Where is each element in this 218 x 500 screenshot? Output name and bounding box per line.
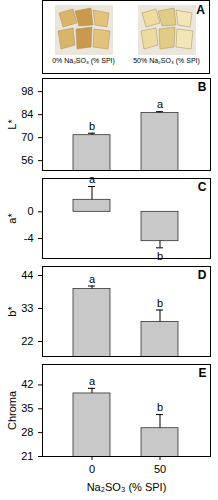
svg-text:b: b (157, 297, 163, 309)
svg-text:a: a (89, 174, 96, 185)
svg-text:42: 42 (21, 378, 33, 390)
svg-text:56: 56 (21, 154, 33, 166)
svg-text:D: D (198, 268, 207, 282)
svg-text:Na₂SO₃ (% SPI): Na₂SO₃ (% SPI) (87, 481, 167, 493)
svg-text:0: 0 (89, 463, 95, 475)
svg-text:70: 70 (21, 131, 33, 143)
svg-text:a*: a* (6, 213, 18, 224)
svg-text:C: C (198, 180, 207, 194)
svg-text:L*: L* (6, 119, 18, 130)
svg-text:33: 33 (21, 302, 33, 314)
svg-text:b: b (157, 401, 163, 413)
svg-text:35: 35 (21, 402, 33, 414)
svg-text:98: 98 (21, 85, 33, 97)
html-text:0% Na₂SO₃ (% SPI): 0% Na₂SO₃ (% SPI) (52, 57, 115, 64)
svg-text:-4: -4 (24, 232, 34, 244)
svg-text:b*: b* (6, 306, 18, 317)
html-text:50% Na₂SO₃ (% SPI): 50% Na₂SO₃ (% SPI) (133, 57, 200, 64)
svg-text:b: b (157, 250, 163, 262)
svg-text:44: 44 (21, 269, 33, 281)
svg-text:84: 84 (21, 108, 33, 120)
svg-text:28: 28 (21, 426, 33, 438)
svg-text:E: E (198, 366, 206, 380)
svg-text:Chroma: Chroma (6, 390, 18, 430)
svg-text:a: a (89, 273, 96, 285)
svg-text:B: B (198, 80, 207, 94)
html-text:A: A (196, 3, 205, 17)
svg-text:21: 21 (21, 450, 33, 462)
svg-text:a: a (157, 98, 164, 110)
svg-text:0: 0 (27, 205, 33, 217)
svg-text:a: a (89, 375, 96, 387)
svg-text:22: 22 (21, 335, 33, 347)
svg-text:50: 50 (154, 463, 166, 475)
svg-text:b: b (89, 120, 95, 132)
